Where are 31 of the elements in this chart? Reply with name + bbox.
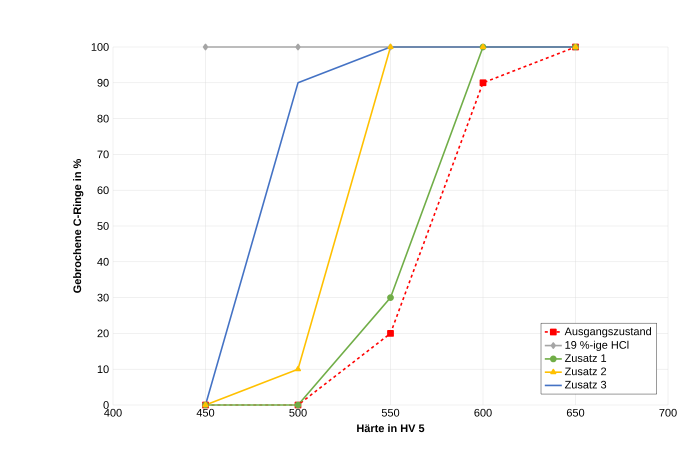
y-tick-label: 20 [98,330,109,338]
point [387,330,394,337]
y-tick-label: 100 [92,43,109,51]
y-tick-label: 40 [97,258,109,266]
point [387,294,394,301]
x-tick-label: 700 [659,408,677,417]
legend-label: Zusatz 1 [564,354,606,362]
legend-label: Zusatz 3 [564,380,606,389]
point [202,44,208,50]
point [294,366,302,372]
x-axis-title: Härte in HV 5 [357,424,424,432]
y-tick-label: 70 [98,150,109,158]
y-tick-label: 0 [103,401,109,409]
point [480,79,486,86]
y-tick-label: 30 [97,294,109,302]
y-axis-title: Gebrochene C-Ringe in % [73,159,84,293]
x-tick-label: 400 [104,408,122,417]
x-tick-label: 650 [566,408,584,417]
y-tick-label: 90 [97,78,109,87]
legend-label: Ausgangszustand [564,327,652,338]
x-tick-label: 600 [474,408,492,417]
y-tick-label: 80 [97,114,109,122]
x-tick-label: 550 [382,408,400,417]
y-tick-label: 10 [98,365,109,374]
x-tick-label: 450 [196,408,214,417]
y-tick-label: 60 [98,186,109,194]
point [295,44,301,50]
y-tick-label: 50 [97,222,109,230]
x-tick-label: 500 [289,408,307,417]
legend-label: 19 %-ige HCl [565,340,628,351]
legend-label: Zusatz 2 [564,368,606,376]
